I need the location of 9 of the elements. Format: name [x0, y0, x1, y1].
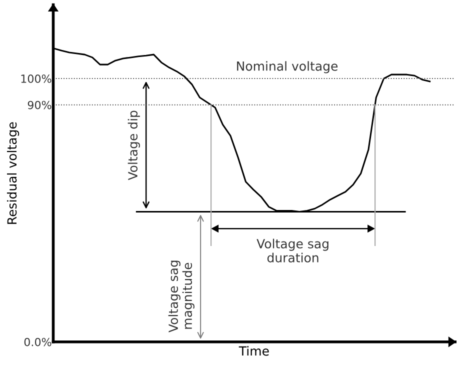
y-axis-title: Residual voltage	[6, 122, 20, 224]
annotation: Voltage sag magnitude	[168, 260, 194, 332]
x-axis-title: Time	[238, 346, 269, 356]
ref-line-label: Nominal voltage	[237, 61, 338, 74]
y-tick-label: 100%	[21, 74, 52, 83]
y-tick-label: 90%	[28, 100, 52, 110]
y-tick-label: 0.0%	[24, 338, 52, 346]
annotation: Voltage dip	[128, 110, 140, 180]
annotation: Voltage sag duration	[256, 238, 328, 262]
